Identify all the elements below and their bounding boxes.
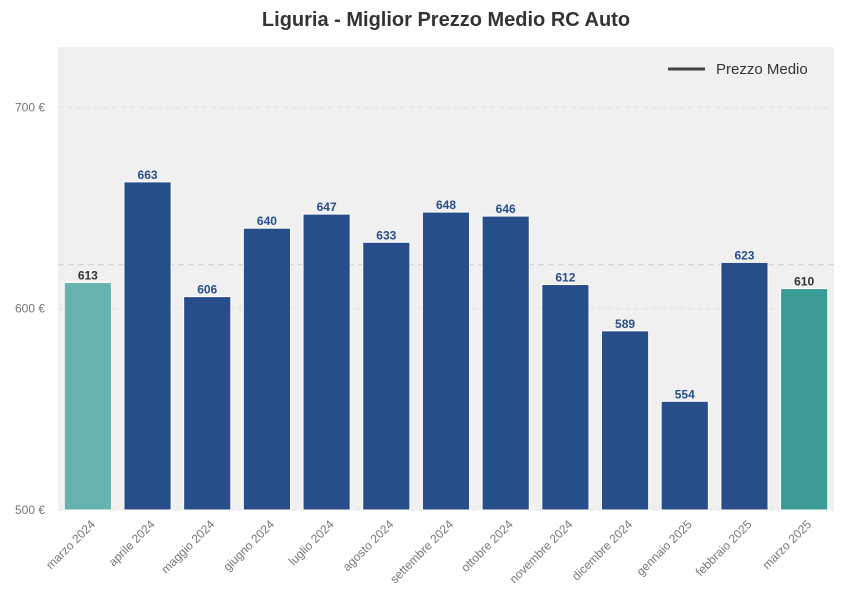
bar xyxy=(720,261,769,511)
bars xyxy=(63,181,829,511)
x-tick-label: dicembre 2024 xyxy=(569,517,635,583)
y-tick-label: 600 € xyxy=(15,302,45,316)
x-tick-label: agosto 2024 xyxy=(340,517,397,574)
data-label: 612 xyxy=(555,271,575,285)
data-label: 647 xyxy=(317,200,337,214)
legend-label: Prezzo Medio xyxy=(716,61,808,78)
bar xyxy=(362,241,411,511)
data-label: 606 xyxy=(197,283,217,297)
x-tick-label: aprile 2024 xyxy=(106,517,158,569)
y-tick-label: 500 € xyxy=(15,503,45,517)
bar xyxy=(660,400,709,511)
data-label: 610 xyxy=(794,275,814,289)
data-label: 613 xyxy=(78,269,98,283)
x-tick-label: novembre 2024 xyxy=(507,517,576,586)
bar xyxy=(421,211,471,511)
chart-title: Liguria - Miglior Prezzo Medio RC Auto xyxy=(262,9,630,31)
legend: Prezzo Medio xyxy=(668,61,808,78)
x-axis-ticks: marzo 2024 aprile 2024 maggio 2024 giugno 2… xyxy=(43,517,814,586)
x-tick-label: marzo 2025 xyxy=(760,517,815,572)
bar xyxy=(242,227,292,511)
x-tick-label: maggio 2024 xyxy=(158,517,217,576)
bar xyxy=(600,330,650,511)
x-tick-label: luglio 2024 xyxy=(286,517,337,568)
y-axis-ticks: 500 € 600 € 700 € xyxy=(15,100,45,517)
data-label: 589 xyxy=(615,317,635,331)
bar xyxy=(63,282,112,511)
x-tick-label: marzo 2024 xyxy=(43,517,98,572)
data-label: 646 xyxy=(496,202,516,216)
bar xyxy=(183,296,232,511)
x-tick-label: febbraio 2025 xyxy=(693,517,755,579)
data-label: 554 xyxy=(675,387,695,401)
bar xyxy=(780,288,829,511)
bar xyxy=(541,284,590,511)
x-tick-label: settembre 2024 xyxy=(387,517,456,586)
value-labels: 613 663 606 640 647 633 648 646 612 589 554 623 610 xyxy=(78,168,815,401)
data-label: 663 xyxy=(138,168,158,182)
y-tick-label: 700 € xyxy=(15,100,45,114)
x-tick-label: giugno 2024 xyxy=(220,517,277,574)
data-label: 623 xyxy=(734,248,754,262)
data-label: 648 xyxy=(436,198,456,212)
data-label: 633 xyxy=(376,228,396,242)
x-tick-label: ottobre 2024 xyxy=(458,517,516,575)
bar xyxy=(481,215,530,511)
bar xyxy=(302,213,351,511)
data-label: 640 xyxy=(257,214,277,228)
x-tick-label: gennaio 2025 xyxy=(634,517,696,579)
bar xyxy=(123,181,172,511)
